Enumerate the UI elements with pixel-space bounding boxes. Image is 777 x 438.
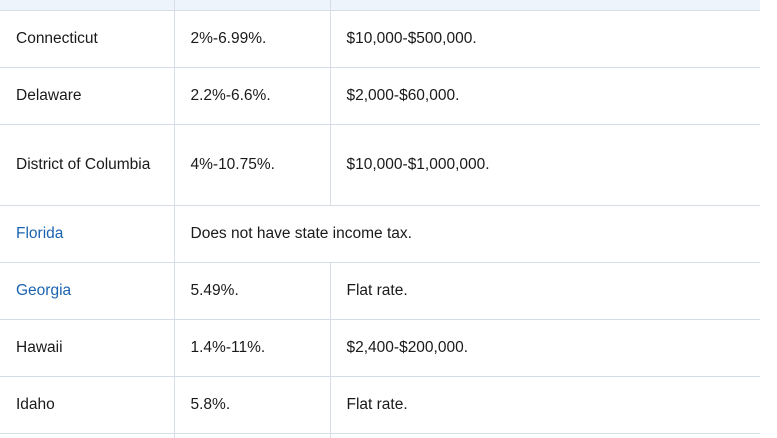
state-name-cell: District of Columbia	[0, 124, 175, 206]
partial-cell	[330, 434, 760, 438]
tax-rate-cell: 5.49%.	[174, 262, 331, 320]
state-name-cell: Idaho	[0, 376, 175, 434]
tax-rate-cell: 4%-10.75%.	[174, 124, 331, 206]
table-row-georgia: Georgia 5.49%. Flat rate.	[0, 262, 760, 320]
tax-rate-cell: 1.4%-11%.	[174, 319, 331, 377]
partial-cell	[0, 433, 175, 438]
table-row-delaware: Delaware 2.2%-6.6%. $2,000-$60,000.	[0, 67, 760, 125]
income-bracket-cell: $2,400-$200,000.	[330, 319, 760, 377]
table-header-strip	[0, 0, 760, 11]
table-row-idaho: Idaho 5.8%. Flat rate.	[0, 376, 760, 434]
tax-note-cell: Does not have state income tax.	[174, 205, 760, 263]
georgia-link[interactable]: Georgia	[16, 282, 72, 299]
income-bracket-cell: $2,000-$60,000.	[330, 67, 760, 125]
income-bracket-cell: Flat rate.	[330, 262, 760, 320]
state-income-tax-table: Connecticut 2%-6.99%. $10,000-$500,000. …	[0, 0, 760, 438]
tax-table-container: Connecticut 2%-6.99%. $10,000-$500,000. …	[0, 0, 760, 438]
table-row-florida: Florida Does not have state income tax.	[0, 205, 760, 263]
table-row-connecticut: Connecticut 2%-6.99%. $10,000-$500,000.	[0, 10, 760, 68]
header-cell	[330, 0, 760, 11]
header-cell	[174, 0, 331, 11]
income-bracket-cell: Flat rate.	[330, 376, 760, 434]
florida-link[interactable]: Florida	[16, 225, 64, 242]
income-bracket-cell: $10,000-$1,000,000.	[330, 124, 760, 206]
state-name-cell: Delaware	[0, 67, 175, 125]
state-name-cell: Georgia	[0, 262, 175, 320]
state-name-cell: Connecticut	[0, 10, 175, 68]
partial-cell	[174, 433, 331, 438]
state-name-cell: Hawaii	[0, 319, 175, 377]
table-row-hawaii: Hawaii 1.4%-11%. $2,400-$200,000.	[0, 319, 760, 377]
tax-rate-cell: 2%-6.99%.	[174, 10, 331, 68]
header-cell	[0, 0, 175, 11]
table-row-district-of-columbia: District of Columbia 4%-10.75%. $10,000-…	[0, 124, 760, 206]
income-bracket-cell: $10,000-$500,000.	[330, 10, 760, 68]
tax-rate-cell: 5.8%.	[174, 376, 331, 434]
tax-rate-cell: 2.2%-6.6%.	[174, 67, 331, 125]
state-name-cell: Florida	[0, 205, 175, 263]
table-partial-row	[0, 433, 760, 438]
